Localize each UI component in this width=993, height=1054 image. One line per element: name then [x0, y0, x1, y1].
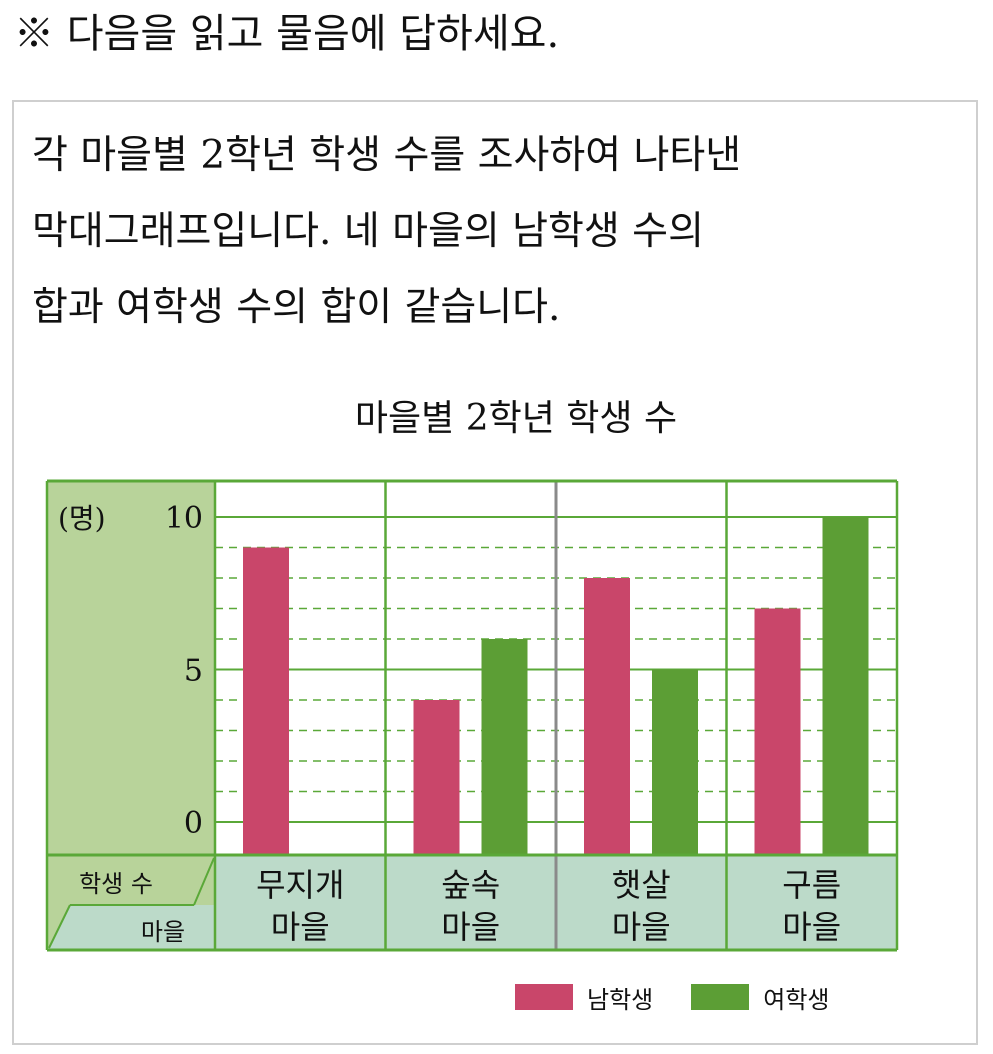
legend-item-boys: 남학생 — [515, 980, 653, 1015]
corner-diagonal — [48, 904, 71, 949]
bar-girls — [652, 669, 698, 855]
description-line: 막대그래프입니다. 네 마을의 남학생 수의 — [32, 209, 704, 254]
legend-label-girls: 여학생 — [763, 985, 830, 1014]
category-label: 구름 — [782, 866, 841, 904]
problem-frame — [12, 100, 978, 1045]
description-line: 각 마을별 2학년 학생 수를 조사하여 나타낸 — [32, 133, 742, 178]
category-label: 마을 — [271, 908, 330, 946]
bar-boys — [413, 700, 460, 855]
category-label: 무지개 — [256, 866, 344, 904]
bar-boys — [243, 547, 289, 855]
chart-title: 마을별 2학년 학생 수 — [355, 398, 677, 439]
category-label: 마을 — [782, 908, 841, 946]
corner-header-top: 학생 수 — [79, 870, 153, 898]
bar-girls — [481, 639, 528, 855]
legend-swatch-boys — [515, 984, 573, 1010]
corner-lower-panel — [47, 905, 215, 950]
legend-item-girls: 여학생 — [691, 980, 830, 1015]
bar-boys — [584, 578, 630, 855]
legend-label-boys: 남학생 — [587, 985, 654, 1014]
axis-panel — [47, 481, 215, 855]
category-label: 마을 — [612, 908, 671, 946]
category-label: 숲속 — [441, 866, 500, 904]
y-unit-label: (명) — [58, 502, 106, 535]
chart-legend: 남학생 여학생 — [515, 980, 868, 1014]
category-label: 햇살 — [612, 866, 671, 904]
bar-boys — [754, 608, 801, 855]
corner-header-bottom: 마을 — [141, 918, 185, 946]
y-tick-label: 5 — [184, 654, 203, 689]
problem-description: 각 마을별 2학년 학생 수를 조사하여 나타낸 막대그래프입니다. 네 마을의… — [32, 118, 962, 346]
instruction-text: ※ 다음을 읽고 물음에 답하세요. — [14, 11, 560, 57]
y-tick-label: 0 — [184, 806, 203, 841]
category-label: 마을 — [441, 908, 500, 946]
corner-diagonal — [193, 857, 215, 906]
legend-swatch-girls — [691, 984, 750, 1010]
bar-girls — [822, 517, 869, 855]
y-tick-label: 10 — [165, 501, 203, 536]
description-line: 합과 여학생 수의 합이 같습니다. — [32, 285, 561, 330]
